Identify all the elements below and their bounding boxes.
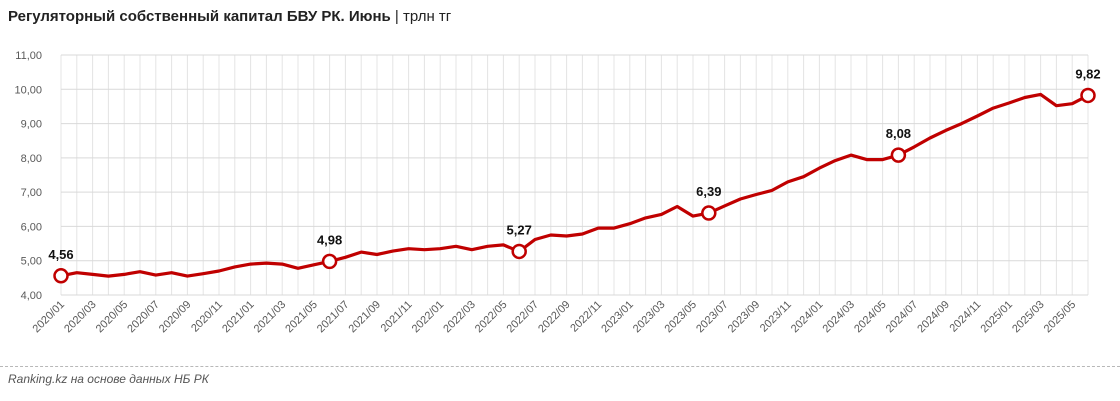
- chart-separator: |: [394, 8, 403, 25]
- data-label: 9,82: [1075, 66, 1100, 81]
- x-tick-label: 2022/05: [473, 299, 510, 336]
- data-label: 6,39: [696, 184, 721, 199]
- y-tick-label: 5,00: [21, 256, 42, 268]
- chart-subtitle: трлн тг: [403, 8, 452, 25]
- x-tick-label: 2022/07: [505, 299, 542, 336]
- x-tick-label: 2020/11: [189, 299, 225, 335]
- data-point-marker: [1080, 87, 1096, 104]
- y-tick-label: 9,00: [21, 119, 42, 131]
- chart-title-line: Регуляторный собственный капитал БВУ РК.…: [8, 8, 451, 25]
- x-tick-label: 2021/01: [220, 299, 257, 336]
- series-line: [59, 92, 1090, 278]
- x-tick-label: 2023/11: [758, 299, 794, 335]
- x-tick-label: 2023/01: [599, 299, 636, 336]
- data-point-marker: [53, 268, 69, 284]
- y-tick-label: 4,00: [21, 290, 42, 302]
- x-tick-label: 2022/03: [441, 299, 478, 336]
- x-tick-label: 2021/07: [315, 299, 352, 336]
- source-divider: [0, 366, 1120, 367]
- x-tick-label: 2024/11: [947, 299, 983, 335]
- x-tick-label: 2020/09: [157, 299, 194, 336]
- data-label: 4,56: [48, 247, 73, 262]
- data-point-marker: [701, 205, 717, 221]
- x-tick-label: 2020/03: [62, 299, 99, 336]
- x-tick-label: 2024/07: [884, 299, 921, 336]
- y-tick-label: 6,00: [21, 221, 42, 233]
- x-tick-label: 2024/03: [821, 299, 858, 336]
- x-tick-label: 2023/09: [726, 299, 763, 336]
- x-tick-label: 2024/05: [852, 299, 889, 336]
- x-tick-label: 2025/01: [979, 299, 1016, 336]
- y-tick-label: 7,00: [21, 187, 42, 199]
- data-point-marker: [890, 147, 907, 163]
- x-tick-label: 2023/05: [663, 299, 700, 336]
- x-tick-label: 2022/09: [536, 299, 573, 336]
- data-label: 4,98: [317, 232, 342, 247]
- x-tick-label: 2021/09: [347, 299, 384, 336]
- data-label: 5,27: [507, 222, 532, 237]
- chart-source: Ranking.kz на основе данных НБ РК: [8, 372, 209, 386]
- x-tick-label: 2025/05: [1042, 299, 1079, 336]
- x-tick-label: 2023/07: [694, 299, 731, 336]
- chart-title: Регуляторный собственный капитал БВУ РК.…: [8, 8, 391, 25]
- data-point-marker: [321, 253, 338, 270]
- x-tick-label: 2022/11: [568, 299, 604, 335]
- x-tick-label: 2024/09: [915, 299, 952, 336]
- data-point-marker: [511, 243, 527, 260]
- x-tick-label: 2021/03: [252, 299, 289, 336]
- x-tick-label: 2021/11: [379, 299, 415, 335]
- y-tick-label: 11,00: [15, 50, 42, 62]
- x-tick-label: 2021/05: [283, 299, 320, 336]
- y-tick-label: 8,00: [21, 153, 42, 165]
- x-tick-label: 2020/01: [31, 299, 68, 336]
- x-tick-label: 2025/03: [1010, 299, 1047, 336]
- x-tick-label: 2023/03: [631, 299, 668, 336]
- data-label: 8,08: [886, 126, 911, 141]
- x-tick-label: 2024/01: [789, 299, 826, 336]
- x-tick-label: 2020/07: [125, 299, 162, 336]
- x-tick-label: 2022/01: [410, 299, 447, 336]
- y-tick-label: 10,00: [14, 84, 42, 96]
- x-tick-label: 2020/05: [94, 299, 131, 336]
